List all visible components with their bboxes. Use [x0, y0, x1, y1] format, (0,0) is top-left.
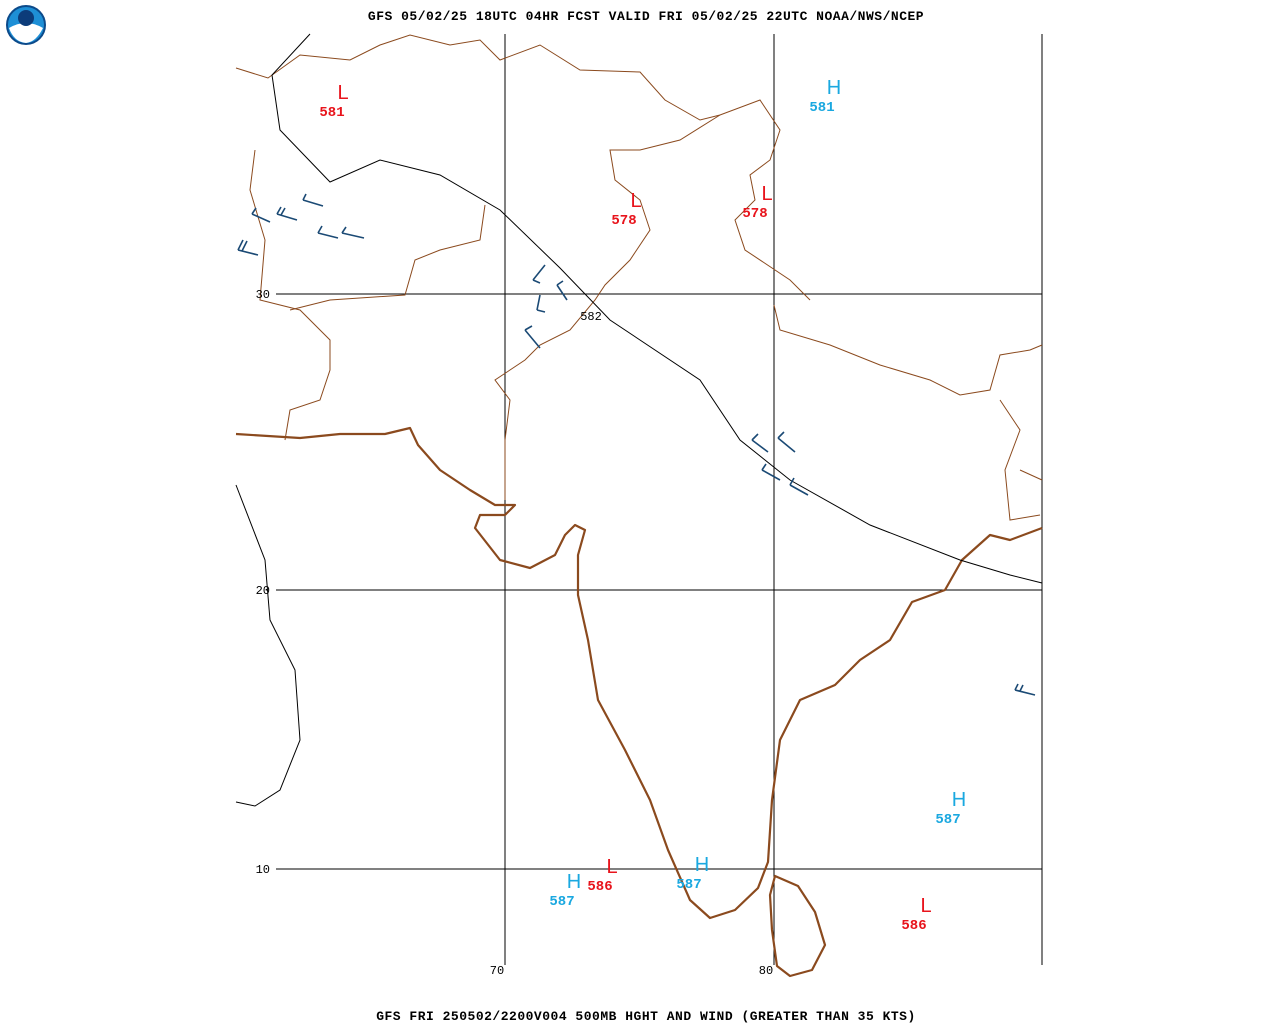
pressure-symbol: H [695, 854, 709, 876]
noaa-logo [6, 5, 46, 45]
pressure-value: 587 [935, 812, 960, 828]
map-caption: GFS FRI 250502/2200V004 500MB HGHT AND W… [376, 1009, 916, 1024]
lon-label: 70 [490, 964, 504, 978]
contour-label: 582 [580, 310, 602, 324]
border-line [235, 34, 811, 301]
contours [235, 33, 1043, 807]
coastlines [235, 426, 1043, 978]
contour-line [271, 33, 1043, 584]
pressure-symbol: H [827, 77, 841, 99]
border-line [773, 304, 1043, 521]
pressure-value: 578 [742, 206, 767, 222]
grid [276, 34, 1043, 965]
lat-label: 20 [256, 584, 270, 598]
pressure-symbol: H [952, 789, 966, 811]
border-line [289, 204, 486, 311]
lat-label: 30 [256, 288, 270, 302]
pressure-value: 581 [319, 105, 344, 121]
pressure-value: 586 [901, 918, 926, 934]
pressure-value: 581 [809, 100, 834, 116]
pressure-value: 578 [611, 213, 636, 229]
wind-barb [751, 431, 1036, 696]
pressure-symbol: L [606, 856, 617, 878]
wind-barbs [237, 193, 1036, 696]
coastline [768, 874, 827, 978]
wind-barb [237, 193, 365, 256]
contour-line [235, 484, 301, 807]
borders [235, 34, 1043, 521]
pressure-symbol: L [761, 183, 772, 205]
pressure-symbol: L [920, 895, 931, 917]
lat-label: 10 [256, 863, 270, 877]
border-line [249, 149, 331, 441]
pressure-symbol: L [630, 190, 641, 212]
lon-label: 80 [759, 964, 773, 978]
pressure-value: 586 [587, 879, 612, 895]
pressure-value: 587 [676, 877, 701, 893]
coastline [235, 426, 1043, 920]
pressure-symbol: H [567, 871, 581, 893]
border-line [494, 114, 721, 500]
pressure-value: 587 [549, 894, 574, 910]
pressure-symbol: L [337, 82, 348, 104]
map-title: GFS 05/02/25 18UTC 04HR FCST VALID FRI 0… [368, 9, 924, 24]
wind-barb [524, 264, 568, 349]
